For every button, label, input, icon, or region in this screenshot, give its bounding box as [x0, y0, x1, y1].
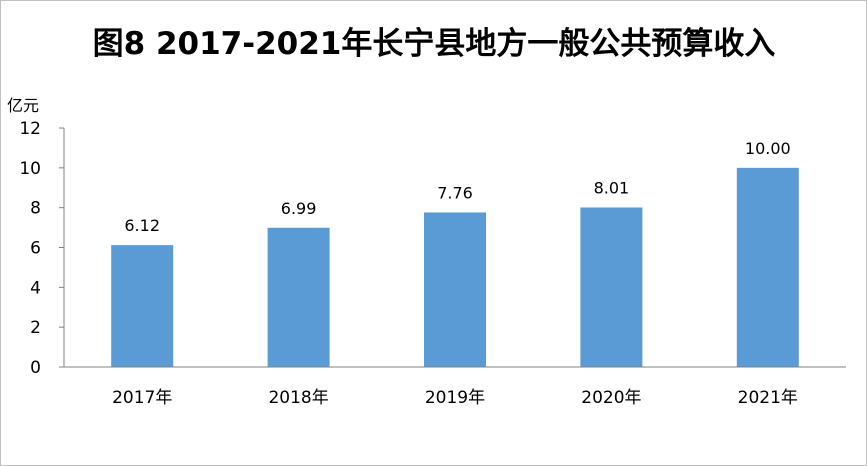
bar: [111, 245, 174, 367]
x-category-label: 2018年: [268, 388, 328, 408]
y-axis-unit: 亿元: [7, 96, 39, 115]
x-axis-labels: 2017年 2018年 2019年 2020年 2021年: [112, 388, 798, 408]
x-category-label: 2021年: [738, 388, 798, 408]
data-label: 6.99: [281, 199, 317, 218]
y-tick-label: 8: [30, 199, 41, 219]
y-tick-label: 6: [30, 239, 41, 259]
bar: [267, 227, 330, 367]
x-category-label: 2020年: [581, 388, 641, 408]
x-category-label: 2017年: [112, 388, 172, 408]
bar: [424, 212, 486, 367]
bars-group: 6.12 6.99 7.76 8.01 10.00: [111, 139, 799, 367]
chart-title: 图8 2017-2021年长宁县地方一般公共预算收入: [93, 26, 776, 62]
bar: [736, 167, 799, 367]
y-tick-label: 10: [19, 159, 41, 179]
y-tick-label: 2: [30, 318, 41, 338]
y-tick-label: 0: [30, 358, 41, 378]
y-axis-ticks: 0 2 4 6 8 10 12: [19, 119, 64, 378]
x-category-label: 2019年: [425, 388, 485, 408]
bar: [580, 207, 643, 367]
y-tick-label: 12: [19, 119, 41, 139]
data-label: 7.76: [437, 183, 473, 202]
y-tick-label: 4: [30, 278, 41, 298]
data-label: 8.01: [594, 178, 630, 197]
data-label: 10.00: [745, 139, 791, 158]
data-label: 6.12: [124, 216, 160, 235]
